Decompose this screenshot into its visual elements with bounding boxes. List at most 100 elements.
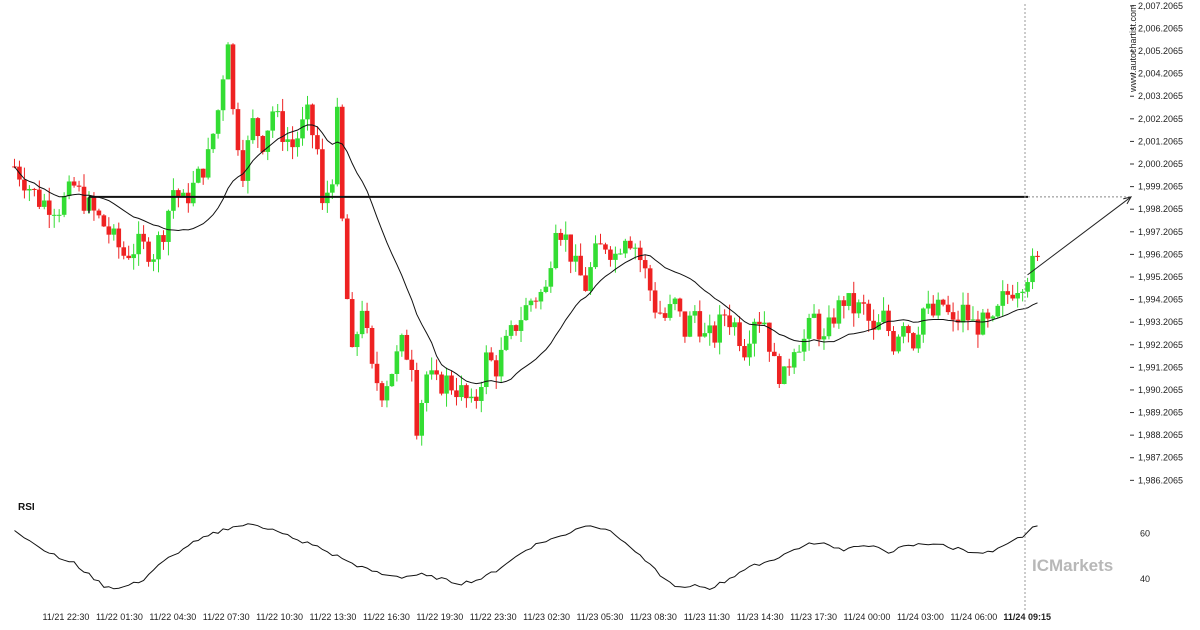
candle-body	[781, 366, 787, 385]
candle-body	[846, 293, 852, 306]
x-tick-label: 11/23 17:30	[790, 612, 837, 622]
y-tick-label: 2,000.2065	[1138, 159, 1183, 169]
y-tick-label: 1,993.2065	[1138, 317, 1183, 327]
candle-body	[270, 111, 276, 131]
y-tick-label: 1,996.2065	[1138, 249, 1183, 259]
candle-body	[404, 334, 410, 360]
candle-body	[786, 366, 792, 368]
candle-body	[210, 133, 216, 150]
x-axis: 11/21 22:30 11/22 01:30 11/22 04:30 11/22 0…	[43, 612, 1051, 622]
x-tick-label: 11/22 07:30	[203, 612, 250, 622]
candle-body	[220, 79, 226, 111]
candle-body	[409, 359, 415, 370]
candle-body	[181, 192, 186, 197]
candle-body	[553, 232, 559, 269]
candle-body	[469, 396, 474, 399]
candle-body	[459, 385, 464, 398]
candle-body	[742, 346, 747, 358]
candle-body	[141, 233, 146, 242]
candle-body	[826, 317, 832, 337]
candle-body	[1035, 255, 1040, 258]
candle-body	[81, 186, 87, 211]
candle-body	[76, 185, 82, 187]
candle-body	[474, 396, 479, 401]
candle-body	[717, 314, 722, 343]
candle-body	[27, 188, 32, 191]
candle-body	[558, 232, 564, 240]
x-tick-label: 11/22 16:30	[363, 612, 410, 622]
candle-body	[136, 233, 141, 255]
moving-average-path	[14, 124, 1038, 385]
candle-body	[697, 311, 703, 337]
candle-body	[479, 387, 484, 401]
candle-body	[568, 234, 573, 262]
candle-body	[1015, 293, 1020, 299]
x-tick-label: 11/23 02:30	[523, 612, 570, 622]
candle-body	[632, 247, 638, 249]
watermark-text: www.autochartist.com	[1128, 4, 1138, 93]
candle-body	[990, 316, 996, 319]
candle-body	[712, 325, 718, 343]
candle-body	[831, 317, 837, 324]
candle-body	[464, 385, 469, 399]
candle-body	[46, 200, 52, 215]
x-tick-label: 11/22 19:30	[416, 612, 463, 622]
broker-logo-text: ICMarkets	[1032, 556, 1113, 575]
candle-body	[424, 374, 429, 403]
candle-body	[980, 312, 986, 335]
candle-body	[652, 290, 658, 313]
candle-body	[369, 328, 375, 364]
candle-body	[801, 338, 807, 352]
candle-body	[881, 310, 886, 323]
candle-body	[493, 360, 499, 377]
x-tick-label: 11/24 03:00	[897, 612, 944, 622]
candle-body	[563, 234, 569, 240]
candle-body	[374, 363, 380, 384]
candle-body	[796, 351, 802, 353]
candle-body	[1005, 291, 1011, 295]
candle-body	[230, 44, 236, 110]
candle-body	[752, 321, 757, 344]
candle-body	[776, 356, 782, 385]
candle-body	[240, 150, 246, 181]
candle-body	[22, 179, 27, 191]
candle-body	[851, 293, 857, 314]
candle-body	[106, 226, 112, 235]
candle-body	[747, 343, 752, 358]
y-tick-label: 2,007.2065	[1138, 1, 1183, 11]
candle-body	[687, 315, 693, 337]
candle-body	[235, 109, 241, 151]
candle-body	[1010, 294, 1015, 299]
y-tick-label: 1,992.2065	[1138, 340, 1183, 350]
candle-body	[280, 111, 285, 142]
y-tick-label: 1,989.2065	[1138, 408, 1183, 418]
candle-body	[682, 311, 688, 337]
candle-body	[71, 181, 77, 186]
candle-body	[364, 310, 370, 329]
y-tick-label: 1,986.2065	[1138, 475, 1183, 485]
candle-body	[593, 243, 598, 268]
candle-body	[647, 268, 653, 291]
y-tick-label: 1,988.2065	[1138, 430, 1183, 440]
candle-body	[200, 168, 206, 178]
candle-body	[861, 302, 867, 304]
candle-body	[444, 375, 449, 394]
x-tick-label: 11/24 06:00	[950, 612, 997, 622]
y-tick-label: 2,003.2065	[1138, 91, 1183, 101]
projection-arrow	[1027, 196, 1132, 276]
candle-body	[598, 243, 603, 245]
rsi-tick-label: 60	[1140, 529, 1150, 539]
candle-body	[146, 241, 151, 262]
x-tick-label: 11/24 00:00	[844, 612, 891, 622]
candle-body	[414, 369, 420, 436]
candle-body	[245, 140, 251, 181]
candle-body	[225, 44, 231, 80]
candle-body	[960, 304, 966, 323]
candle-body	[920, 308, 926, 335]
candle-body	[677, 298, 683, 312]
candle-body	[637, 247, 643, 261]
candle-body	[891, 330, 896, 352]
candle-body	[613, 253, 618, 260]
candle-body	[930, 303, 936, 316]
candle-body	[702, 333, 708, 337]
